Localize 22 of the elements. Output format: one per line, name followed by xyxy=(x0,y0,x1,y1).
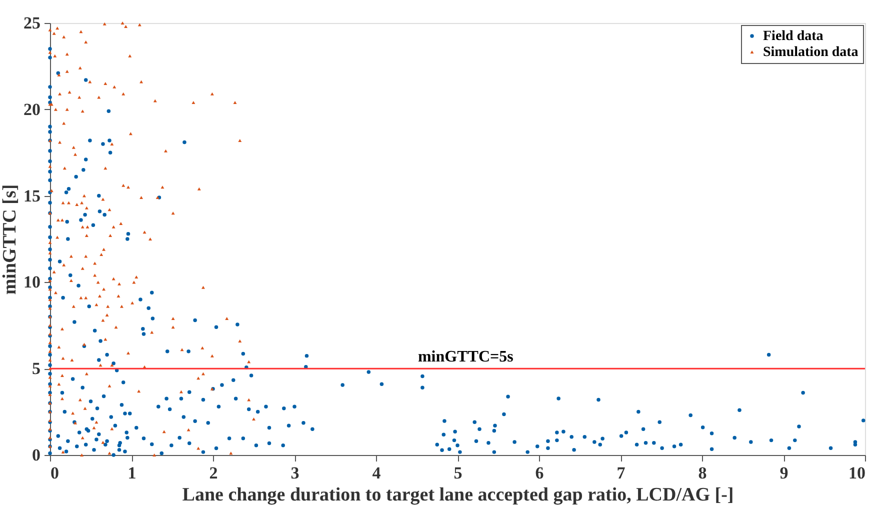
y-tick-label: 0 xyxy=(32,446,40,464)
x-tick-label: 3 xyxy=(290,464,300,482)
legend-label: Field data xyxy=(763,29,824,44)
y-tick-label: 10 xyxy=(24,272,40,292)
legend-label: Simulation data xyxy=(763,45,858,60)
x-tick-label: 1 xyxy=(128,464,136,482)
x-tick-label: 9 xyxy=(780,464,788,482)
y-tick-label: 5 xyxy=(32,359,40,378)
x-tick-label: 8 xyxy=(698,464,707,482)
x-axis-title: Lane change duration to target lane accepted gap ratio, LCD/AG [-] xyxy=(182,484,734,506)
y-axis-title: minGTTC [s] xyxy=(0,184,20,295)
y-tick-label: 25 xyxy=(24,14,40,32)
x-tick-label: 0 xyxy=(50,464,59,482)
x-tick-label: 4 xyxy=(372,464,382,482)
ref-line-label: minGTTC=5s xyxy=(418,348,514,366)
x-tick-label: 10 xyxy=(848,464,866,482)
x-tick-label: 6 xyxy=(535,464,544,482)
y-tick-label: 15 xyxy=(24,186,40,206)
x-tick-label: 2 xyxy=(209,464,218,482)
x-tick-label: 7 xyxy=(616,464,626,482)
x-tick-label: 5 xyxy=(454,464,462,482)
y-tick-label: 20 xyxy=(24,100,40,119)
